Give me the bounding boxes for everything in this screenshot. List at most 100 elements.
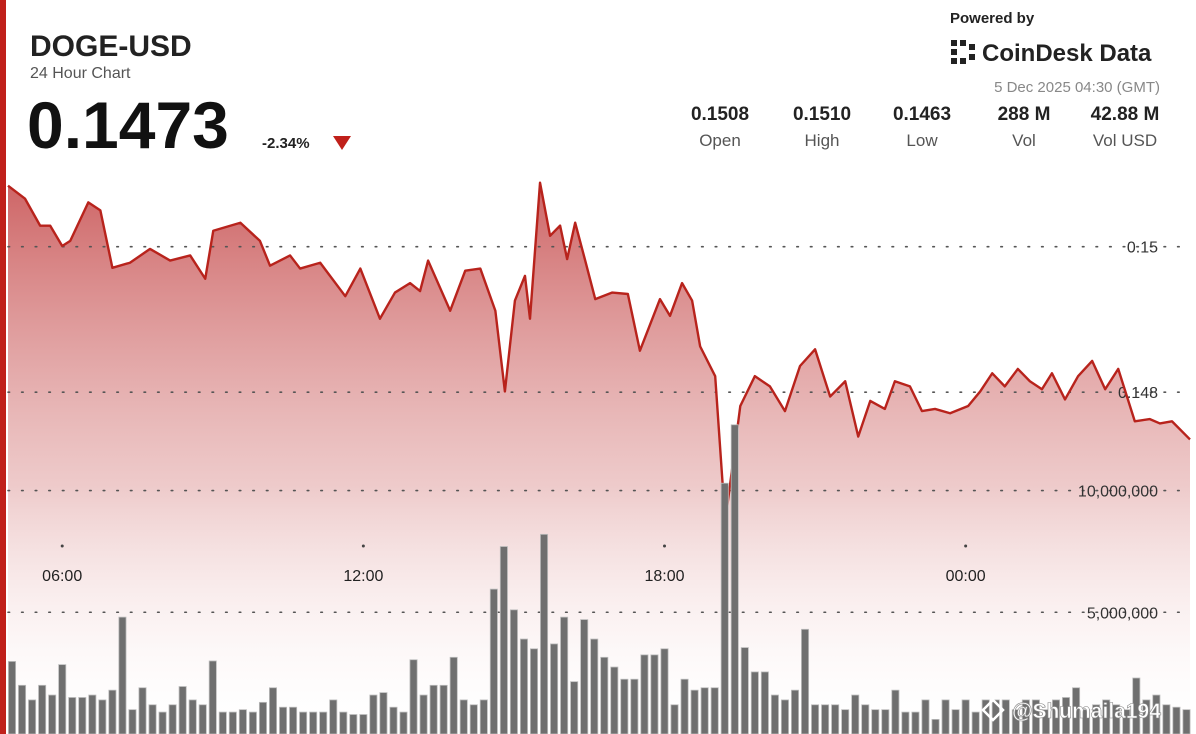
volume-bar — [911, 711, 920, 734]
powered-by: Powered by — [950, 10, 1035, 27]
volume-bar — [18, 684, 27, 734]
volume-bar — [459, 699, 468, 734]
volume-bar — [951, 709, 960, 734]
volume-bar — [208, 660, 217, 734]
volume-bar — [550, 643, 559, 734]
volume-bar — [48, 694, 57, 734]
volume-bar — [1172, 706, 1181, 734]
volume-bar — [760, 671, 769, 734]
volume-bar — [168, 704, 177, 734]
x-tick-mark — [964, 544, 968, 548]
volume-bar — [710, 687, 719, 734]
volume-bar — [118, 616, 127, 734]
volume-bar — [740, 647, 749, 734]
volume-bar — [329, 699, 338, 734]
volume-bar — [630, 678, 639, 734]
volume-bar — [610, 666, 619, 734]
volume-bar — [660, 648, 669, 734]
volume-bar — [519, 638, 528, 734]
volume-bar — [389, 706, 398, 734]
volume-bar — [258, 701, 267, 734]
volume-bar — [148, 704, 157, 734]
stats: 0.1508 Open 0.1510 High 0.1463 Low 288 M Vol 42.… — [691, 104, 1159, 150]
volume-bar — [580, 619, 589, 734]
x-tick-label: 06:00 — [42, 568, 82, 585]
watermark: @Shumaila194 — [1012, 700, 1161, 723]
watermark-group: @Shumaila194 — [981, 698, 1161, 723]
y2-tick-label: 5,000,000 — [1087, 605, 1158, 622]
stat-value: 0.1510 — [793, 104, 851, 125]
price-change: -2.34% — [262, 135, 310, 152]
volume-bar — [811, 704, 820, 734]
volume-bar — [279, 706, 288, 734]
volume-bar — [1182, 709, 1191, 734]
volume-bar — [509, 609, 518, 734]
volume-bar — [891, 689, 900, 734]
volume-bar — [489, 588, 498, 734]
price-line — [7, 181, 1191, 523]
volume-bar — [479, 699, 488, 734]
volume-bar — [590, 638, 599, 734]
volume-bar — [218, 711, 227, 734]
volume-bar — [38, 684, 47, 734]
stat-label: Low — [906, 131, 938, 150]
volume-bar — [188, 699, 197, 734]
volume-bar — [248, 711, 257, 734]
volume-bar — [8, 661, 17, 734]
volume-bar — [871, 709, 880, 734]
stat-label: Vol USD — [1093, 131, 1157, 150]
volume-bar — [68, 697, 77, 734]
stat-label: High — [805, 131, 840, 150]
volume-bar — [238, 709, 247, 734]
y-tick-label: 0.15 — [1127, 240, 1158, 257]
volume-bar — [540, 533, 549, 734]
volume-bar — [690, 689, 699, 734]
volume-bar — [831, 704, 840, 734]
volume-bar — [88, 694, 97, 734]
subtitle: 24 Hour Chart — [30, 65, 131, 82]
volume-bar — [419, 694, 428, 734]
volume-bar — [570, 681, 579, 734]
volume-bar — [560, 616, 569, 734]
volume-bar — [780, 699, 789, 734]
stat-label: Vol — [1012, 131, 1036, 150]
stat-value: 42.88 M — [1091, 104, 1160, 125]
volume-bar — [770, 694, 779, 734]
volume-bar — [228, 711, 237, 734]
volume-bar — [138, 687, 147, 734]
volume-bar — [299, 711, 308, 734]
volume-bars — [8, 424, 1191, 734]
volume-bar — [309, 711, 318, 734]
volume-bar — [971, 711, 980, 734]
volume-bar — [28, 699, 37, 734]
volume-bar — [620, 678, 629, 734]
stat-value: 288 M — [998, 104, 1051, 125]
volume-bar — [931, 718, 940, 734]
volume-bar — [961, 699, 970, 734]
volume-bar — [730, 424, 739, 734]
volume-bar — [1122, 709, 1131, 734]
volume-bar — [791, 689, 800, 734]
x-tick-label: 00:00 — [946, 568, 986, 585]
symbol: DOGE-USD — [30, 30, 192, 63]
volume-bar — [469, 704, 478, 734]
volume-bar — [650, 654, 659, 734]
volume-bar — [178, 686, 187, 734]
volume-bar — [640, 654, 649, 734]
volume-bar — [128, 709, 137, 734]
x-tick-mark — [60, 544, 64, 548]
stat-label: Open — [699, 131, 741, 150]
volume-bar — [941, 699, 950, 734]
brand-logo — [951, 40, 975, 64]
volume-bar — [108, 689, 117, 734]
x-tick-mark — [361, 544, 365, 548]
x-tick-label: 12:00 — [343, 568, 383, 585]
y2-tick-label: 10,000,000 — [1078, 484, 1158, 501]
volume-bar — [339, 711, 348, 734]
x-tick-mark — [662, 544, 666, 548]
volume-bar — [801, 628, 810, 734]
accent-bar — [0, 0, 6, 734]
